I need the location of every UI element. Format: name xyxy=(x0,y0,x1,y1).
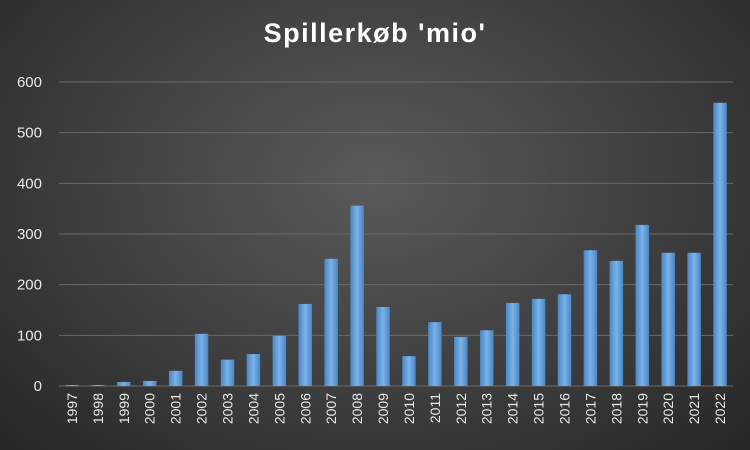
bar-2002 xyxy=(194,333,209,386)
x-tick-label: 2002 xyxy=(194,393,210,424)
x-tick-label: 2020 xyxy=(660,393,676,424)
x-tick-label: 1997 xyxy=(64,393,80,424)
bar-2018 xyxy=(609,260,624,386)
x-tick-label: 2012 xyxy=(453,393,469,424)
x-tick-label: 2022 xyxy=(712,393,728,424)
x-tick-label: 2016 xyxy=(557,393,573,424)
x-tick-label: 2013 xyxy=(479,393,495,424)
x-tick-label: 2004 xyxy=(245,393,261,424)
gridlines xyxy=(59,81,733,387)
x-tick-label: 2005 xyxy=(271,393,287,424)
bar-2013 xyxy=(479,330,494,386)
bar-2019 xyxy=(635,224,650,386)
y-tick-label: 600 xyxy=(17,74,42,91)
bar-2003 xyxy=(220,359,235,386)
y-tick-label: 100 xyxy=(17,327,42,344)
bar-2004 xyxy=(246,354,261,386)
bar-2008 xyxy=(350,205,364,386)
x-tick-label: 2018 xyxy=(608,393,624,424)
x-tick-label: 1999 xyxy=(116,393,132,424)
bar-2012 xyxy=(454,336,468,386)
bar-2016 xyxy=(557,294,572,386)
bar-1997 xyxy=(65,384,79,386)
x-axis: 1997 1998 1999 2000 2001 2002 2003 2004 2005 2006… xyxy=(64,393,728,424)
y-tick-label: 400 xyxy=(17,175,42,192)
bar-2006 xyxy=(298,303,313,386)
bar-2007 xyxy=(324,258,338,386)
x-tick-label: 2001 xyxy=(168,393,184,424)
y-tick-label: 500 xyxy=(17,125,42,142)
bar-2001 xyxy=(168,370,183,386)
x-tick-label: 1998 xyxy=(90,393,106,424)
chart-title: Spillerkøb 'mio' xyxy=(263,18,487,48)
y-tick-label: 0 xyxy=(34,378,42,395)
y-tick-label: 300 xyxy=(17,226,42,243)
bar-1999 xyxy=(117,381,131,386)
bar-2015 xyxy=(531,298,546,386)
x-tick-label: 2011 xyxy=(427,393,443,423)
bar-2000 xyxy=(142,380,157,386)
x-tick-label: 2003 xyxy=(220,393,236,424)
x-tick-label: 2017 xyxy=(582,393,598,424)
x-tick-label: 2000 xyxy=(142,393,158,424)
x-tick-label: 2008 xyxy=(349,393,365,424)
bar-2022 xyxy=(713,102,727,387)
x-tick-label: 2019 xyxy=(634,393,650,424)
x-tick-label: 2021 xyxy=(686,393,702,424)
bar-2005 xyxy=(272,335,287,386)
bar-2011 xyxy=(428,322,442,386)
bar-1998 xyxy=(91,384,105,386)
x-tick-label: 2010 xyxy=(401,393,417,424)
bars xyxy=(65,102,727,387)
x-tick-label: 2009 xyxy=(375,393,391,424)
x-tick-label: 2007 xyxy=(323,393,339,424)
y-tick-label: 200 xyxy=(17,277,42,294)
bar-2014 xyxy=(505,302,520,386)
y-axis: 0 100 200 300 400 500 600 xyxy=(17,74,42,395)
bar-2010 xyxy=(402,356,416,386)
x-tick-label: 2006 xyxy=(297,393,313,424)
x-tick-label: 2015 xyxy=(531,393,547,424)
bar-2020 xyxy=(661,252,675,386)
x-tick-label: 2014 xyxy=(505,393,521,424)
bar-2017 xyxy=(583,250,598,386)
bar-2009 xyxy=(376,306,390,386)
bar-2021 xyxy=(687,252,701,386)
